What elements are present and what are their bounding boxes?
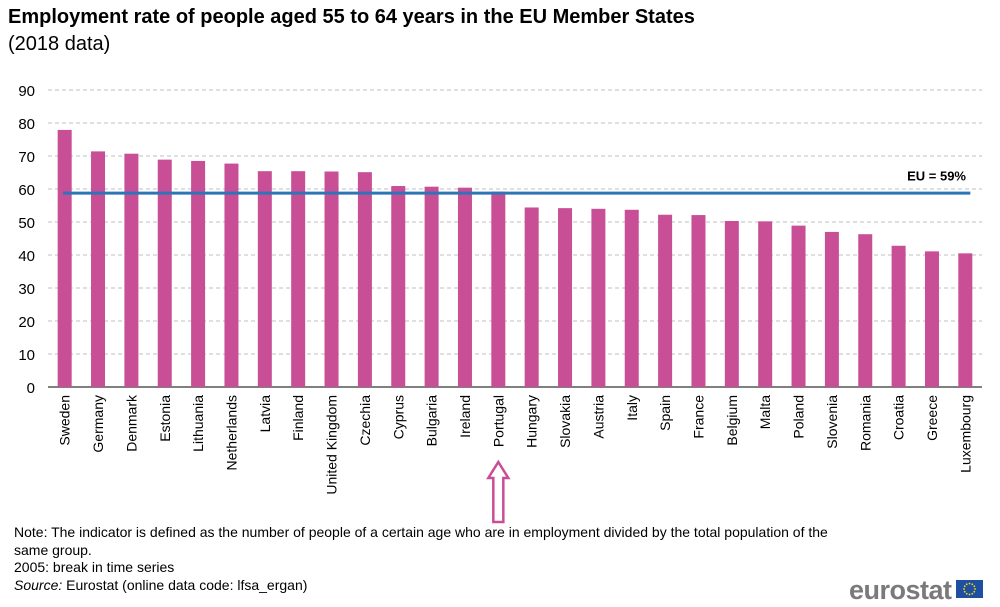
flag-star: [963, 590, 966, 593]
source-label: Source:: [14, 576, 63, 593]
x-tick-label: Croatia: [891, 395, 907, 440]
y-tick-label: 90: [18, 83, 35, 100]
x-tick-label: Romania: [857, 395, 873, 451]
flag-star: [973, 590, 976, 593]
flag-star: [968, 582, 971, 585]
break-note: 2005: break in time series: [14, 559, 175, 575]
chart-notes: Note: The indicator is defined as the nu…: [14, 524, 834, 594]
chart-title: Employment rate of people aged 55 to 64 …: [8, 6, 695, 28]
highlight-arrow-icon: [486, 459, 511, 524]
bar-poland: [791, 225, 806, 387]
y-tick-label: 40: [18, 248, 35, 265]
flag-star: [968, 593, 971, 596]
x-tick-label: Poland: [791, 395, 807, 439]
flag-star: [971, 583, 974, 586]
x-tick-label: Denmark: [123, 394, 139, 452]
y-tick-label: 10: [18, 347, 35, 364]
x-tick-label: Sweden: [57, 395, 73, 446]
x-tick-label: Belgium: [724, 395, 740, 446]
flag-star: [963, 585, 966, 588]
bar-finland: [291, 171, 306, 387]
flag-star: [965, 583, 968, 586]
x-tick-label: Italy: [624, 395, 640, 421]
x-tick-label: Ireland: [457, 395, 473, 438]
x-tick-label: Cyprus: [390, 395, 406, 439]
bar-united-kingdom: [324, 171, 339, 387]
x-tick-label: Netherlands: [223, 395, 239, 471]
x-tick-label: Portugal: [490, 395, 506, 447]
bar-austria: [591, 208, 606, 387]
flag-star: [965, 592, 968, 595]
y-tick-label: 30: [18, 281, 35, 298]
y-tick-label: 80: [18, 116, 35, 133]
x-tick-label: France: [690, 395, 706, 439]
bar-latvia: [257, 171, 272, 387]
bar-romania: [858, 234, 873, 387]
x-tick-label: Estonia: [157, 395, 173, 442]
x-tick-label: Germany: [90, 395, 106, 453]
eurostat-logo: eurostat: [849, 575, 983, 606]
bar-netherlands: [224, 163, 239, 387]
logo-text: eurostat: [849, 575, 952, 605]
x-tick-label: Slovakia: [557, 395, 573, 448]
y-tick-label: 70: [18, 149, 35, 166]
bar-greece: [924, 251, 939, 387]
bar-slovenia: [824, 231, 839, 387]
bar-luxembourg: [958, 253, 973, 387]
bar-denmark: [124, 153, 139, 387]
x-tick-label: Slovenia: [824, 395, 840, 449]
bar-belgium: [724, 221, 739, 387]
x-tick-label: Czechia: [357, 395, 373, 446]
flag-star: [971, 592, 974, 595]
y-tick-label: 60: [18, 182, 35, 199]
x-tick-label: Luxembourg: [957, 395, 973, 473]
x-tick-label: Latvia: [257, 395, 273, 433]
y-tick-label: 50: [18, 215, 35, 232]
x-tick-label: Greece: [924, 395, 940, 441]
eu-average-label: EU = 59%: [907, 168, 966, 183]
bar-slovakia: [558, 208, 573, 387]
bar-bulgaria: [424, 186, 439, 387]
flag-star: [973, 585, 976, 588]
chart-subtitle: (2018 data): [8, 33, 111, 55]
x-tick-label: Spain: [657, 395, 673, 431]
bar-spain: [658, 214, 673, 387]
bar-sweden: [57, 129, 72, 387]
bar-malta: [758, 221, 773, 387]
x-tick-label: Bulgaria: [424, 395, 440, 447]
bar-estonia: [157, 159, 172, 387]
bar-hungary: [524, 207, 539, 387]
y-tick-label: 20: [18, 314, 35, 331]
note-text: Note: The indicator is defined as the nu…: [14, 524, 828, 558]
x-tick-label: Hungary: [524, 395, 540, 448]
flag-star: [963, 588, 965, 590]
bar-italy: [624, 209, 639, 387]
x-tick-label: United Kingdom: [324, 395, 340, 495]
flag-star: [974, 588, 976, 590]
y-tick-label: 0: [27, 380, 35, 397]
bar-lithuania: [191, 160, 206, 387]
bar-croatia: [891, 245, 906, 387]
bar-ireland: [457, 187, 472, 387]
bar-germany: [91, 151, 106, 387]
bar-czechia: [357, 172, 372, 387]
bar-france: [691, 215, 706, 387]
bar-portugal: [491, 191, 506, 387]
eu-flag-icon: [956, 580, 983, 598]
x-tick-label: Austria: [590, 395, 606, 439]
source-text: Eurostat (online data code: lfsa_ergan): [62, 576, 308, 593]
bar-cyprus: [391, 186, 406, 387]
x-tick-label: Finland: [290, 395, 306, 441]
x-tick-label: Malta: [757, 395, 773, 429]
x-tick-label: Lithuania: [190, 395, 206, 452]
source-line: Source: Eurostat (online data code: lfsa…: [14, 577, 834, 595]
